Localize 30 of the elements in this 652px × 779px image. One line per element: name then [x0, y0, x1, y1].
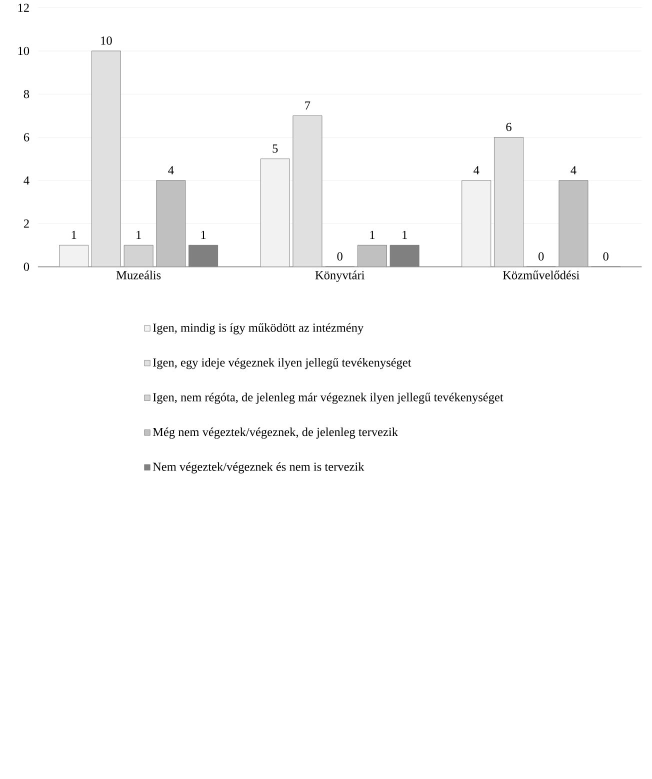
legend-label: Még nem végeztek/végeznek, de jelenleg tervezik [153, 428, 398, 439]
data-label: 1 [72, 230, 76, 239]
x-tick-label: Muzeális [116, 270, 161, 280]
y-tick-label: 8 [24, 90, 30, 98]
data-label: 4 [168, 166, 174, 174]
data-label: 0 [538, 252, 544, 261]
data-label: 1 [201, 230, 206, 239]
y-tick-label: 12 [18, 4, 29, 12]
data-label: 6 [506, 122, 512, 132]
data-label: 1 [370, 230, 375, 239]
x-tick-label: Közművelődési [503, 270, 580, 280]
y-tick-label: 2 [24, 220, 29, 228]
data-label: 0 [603, 252, 609, 261]
y-tick-label: 0 [24, 262, 30, 271]
data-label: 1 [402, 230, 408, 239]
data-label: 10 [101, 36, 112, 45]
y-tick-label: 10 [18, 46, 30, 56]
data-label: 5 [272, 144, 278, 153]
y-tick-label: 6 [24, 133, 30, 142]
data-label: 0 [337, 252, 343, 261]
data-label: 1 [136, 230, 142, 239]
data-label: 4 [570, 166, 576, 174]
data-label: 7 [305, 101, 310, 110]
x-tick-label: Könyvtári [315, 270, 365, 282]
legend-label: Igen, egy ideje végeznek ilyen jellegű tevékenységet [153, 358, 412, 370]
data-label: 4 [474, 166, 480, 174]
legend-label: Igen, mindig is így működött az intézmény [153, 323, 364, 334]
legend-label: Igen, nem régóta, de jelenleg már végeznek ilyen jellegű tevékenységet [153, 392, 504, 404]
legend-label: Nem végeztek/végeznek és nem is tervezik [153, 462, 364, 474]
y-tick-label: 4 [24, 176, 30, 184]
